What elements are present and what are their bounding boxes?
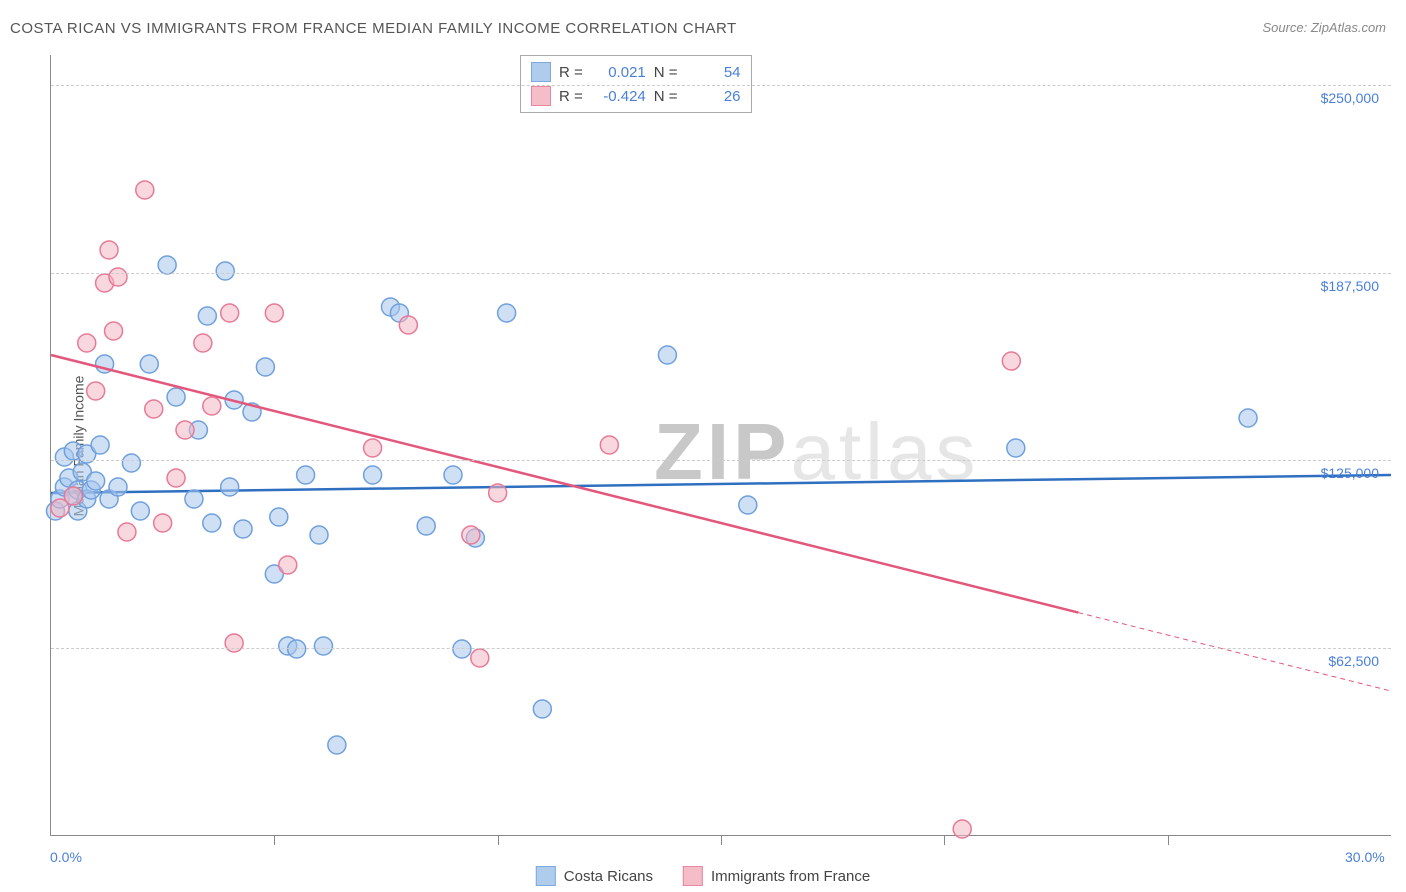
data-point (109, 268, 127, 286)
data-point (140, 355, 158, 373)
legend-label: Immigrants from France (711, 868, 870, 885)
x-tick (274, 835, 275, 845)
data-point (600, 436, 618, 454)
data-point (314, 637, 332, 655)
data-point (399, 316, 417, 334)
data-point (194, 334, 212, 352)
data-point (216, 262, 234, 280)
data-point (78, 334, 96, 352)
y-gridline (51, 85, 1391, 86)
x-tick (498, 835, 499, 845)
data-point (444, 466, 462, 484)
data-point (471, 649, 489, 667)
data-point (122, 454, 140, 472)
data-point (489, 484, 507, 502)
data-point (167, 469, 185, 487)
scatter-plot: ZIPatlas R = 0.021 N = 54 R = -0.424 N =… (50, 55, 1391, 836)
legend-label: Costa Ricans (564, 868, 653, 885)
data-point (279, 556, 297, 574)
data-point (87, 472, 105, 490)
data-point (328, 736, 346, 754)
bottom-legend: Costa Ricans Immigrants from France (536, 866, 870, 886)
trend-line (51, 475, 1391, 493)
trend-line (51, 355, 1078, 613)
data-point (498, 304, 516, 322)
data-point (109, 478, 127, 496)
chart-title: COSTA RICAN VS IMMIGRANTS FROM FRANCE ME… (10, 20, 737, 37)
y-tick-label: $62,500 (1328, 653, 1379, 669)
legend-item: Immigrants from France (683, 866, 870, 886)
data-point (203, 397, 221, 415)
data-point (462, 526, 480, 544)
plot-svg (51, 55, 1391, 835)
data-point (739, 496, 757, 514)
data-point (1239, 409, 1257, 427)
data-point (131, 502, 149, 520)
data-point (167, 388, 185, 406)
data-point (417, 517, 435, 535)
data-point (221, 304, 239, 322)
chart-source: Source: ZipAtlas.com (1262, 20, 1386, 35)
data-point (154, 514, 172, 532)
y-tick-label: $125,000 (1321, 465, 1379, 481)
x-tick (1168, 835, 1169, 845)
data-point (1002, 352, 1020, 370)
data-point (265, 304, 283, 322)
data-point (91, 436, 109, 454)
data-point (310, 526, 328, 544)
data-point (453, 640, 471, 658)
swatch-icon (683, 866, 703, 886)
data-point (64, 487, 82, 505)
x-tick (944, 835, 945, 845)
data-point (185, 490, 203, 508)
data-point (136, 181, 154, 199)
data-point (297, 466, 315, 484)
data-point (176, 421, 194, 439)
data-point (221, 478, 239, 496)
data-point (225, 634, 243, 652)
chart-container: COSTA RICAN VS IMMIGRANTS FROM FRANCE ME… (0, 0, 1406, 892)
data-point (145, 400, 163, 418)
legend-item: Costa Ricans (536, 866, 653, 886)
data-point (203, 514, 221, 532)
y-tick-label: $250,000 (1321, 90, 1379, 106)
x-tick (721, 835, 722, 845)
data-point (533, 700, 551, 718)
y-gridline (51, 460, 1391, 461)
data-point (658, 346, 676, 364)
x-tick-label: 30.0% (1345, 849, 1385, 865)
data-point (953, 820, 971, 838)
data-point (100, 241, 118, 259)
y-tick-label: $187,500 (1321, 278, 1379, 294)
data-point (256, 358, 274, 376)
y-gridline (51, 273, 1391, 274)
data-point (234, 520, 252, 538)
data-point (1007, 439, 1025, 457)
data-point (158, 256, 176, 274)
data-point (270, 508, 288, 526)
data-point (364, 466, 382, 484)
data-point (364, 439, 382, 457)
x-tick-label: 0.0% (50, 849, 82, 865)
data-point (288, 640, 306, 658)
data-point (87, 382, 105, 400)
y-gridline (51, 648, 1391, 649)
data-point (118, 523, 136, 541)
swatch-icon (536, 866, 556, 886)
data-point (198, 307, 216, 325)
data-point (105, 322, 123, 340)
